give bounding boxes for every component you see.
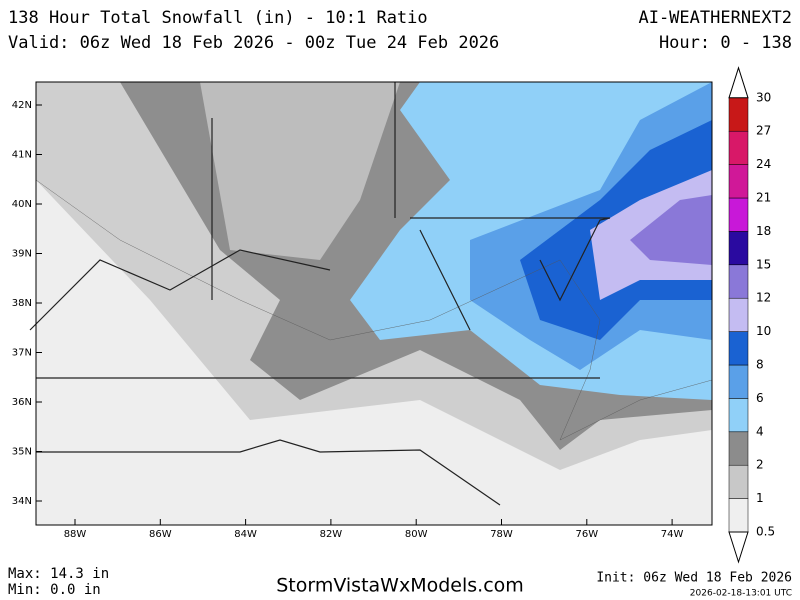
colorbar-segment bbox=[728, 264, 749, 299]
colorbar-segment bbox=[728, 97, 749, 132]
colorbar-segment bbox=[728, 431, 749, 466]
lat-label: 34N bbox=[12, 496, 32, 507]
title: 138 Hour Total Snowfall (in) - 10:1 Rati… bbox=[8, 8, 428, 28]
valid-time: Valid: 06z Wed 18 Feb 2026 - 00z Tue 24 … bbox=[8, 33, 499, 53]
colorbar-label: 24 bbox=[756, 157, 771, 171]
state-borders bbox=[29, 82, 611, 506]
lon-label: 74W bbox=[661, 529, 684, 540]
colorbar-segment bbox=[728, 364, 749, 399]
colorbar-segment bbox=[728, 498, 749, 533]
lon-label: 80W bbox=[405, 529, 428, 540]
lat-label: 40N bbox=[12, 199, 32, 210]
timestamp: 2026-02-18-13:01 UTC bbox=[690, 589, 792, 599]
colorbar-label: 0.5 bbox=[756, 525, 775, 539]
colorbar-segment bbox=[728, 231, 749, 266]
lon-label: 88W bbox=[64, 529, 87, 540]
init-time: Init: 06z Wed 18 Feb 2026 bbox=[596, 571, 792, 586]
colorbar-segment bbox=[728, 398, 749, 433]
county-lines bbox=[35, 179, 713, 441]
colorbar-segment bbox=[728, 297, 749, 332]
colorbar-label: 12 bbox=[756, 291, 771, 305]
map bbox=[29, 81, 713, 526]
snow-1-2-inner bbox=[200, 82, 400, 260]
lat-label: 42N bbox=[12, 100, 32, 111]
colorbar-segment bbox=[728, 331, 749, 366]
colorbar-segment bbox=[728, 464, 749, 499]
colorbar-arrow-top bbox=[728, 66, 749, 99]
colorbar-label: 8 bbox=[756, 358, 764, 372]
min-value: Min: 0.0 in bbox=[8, 582, 101, 598]
colorbar-label: 18 bbox=[756, 224, 771, 238]
colorbar-label: 2 bbox=[756, 458, 764, 472]
colorbar-segment bbox=[728, 130, 749, 165]
lon-label: 86W bbox=[149, 529, 172, 540]
colorbar-label: 21 bbox=[756, 191, 771, 205]
lon-label: 78W bbox=[490, 529, 513, 540]
colorbar-arrow-bottom bbox=[728, 531, 749, 564]
lat-label: 35N bbox=[12, 447, 32, 458]
colorbar-label: 30 bbox=[756, 90, 771, 104]
max-value: Max: 14.3 in bbox=[8, 566, 109, 582]
lat-label: 37N bbox=[12, 348, 32, 359]
colorbar-label: 27 bbox=[756, 124, 771, 138]
forecast-hour: Hour: 0 - 138 bbox=[659, 33, 792, 53]
colorbar-segment bbox=[728, 164, 749, 199]
colorbar-label: 10 bbox=[756, 324, 771, 338]
colorbar-label: 6 bbox=[756, 391, 764, 405]
lat-label: 36N bbox=[12, 397, 32, 408]
snow-12-15 bbox=[630, 195, 712, 265]
colorbar-label: 4 bbox=[756, 424, 764, 438]
lat-label: 38N bbox=[12, 298, 32, 309]
lon-label: 76W bbox=[575, 529, 598, 540]
colorbar-label: 15 bbox=[756, 257, 771, 271]
lon-label: 84W bbox=[234, 529, 257, 540]
website: StormVistaWxModels.com bbox=[276, 575, 524, 597]
lat-label: 41N bbox=[12, 150, 32, 161]
lon-label: 82W bbox=[320, 529, 343, 540]
model-name: AI-WEATHERNEXT2 bbox=[638, 8, 792, 28]
lat-label: 39N bbox=[12, 249, 32, 260]
colorbar-segment bbox=[728, 197, 749, 232]
colorbar-label: 1 bbox=[756, 491, 764, 505]
